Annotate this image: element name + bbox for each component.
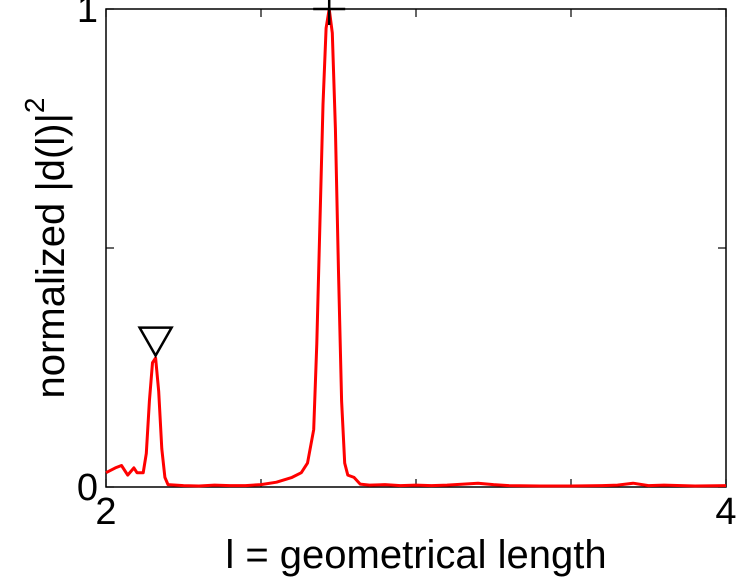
ticks-layer <box>105 8 727 488</box>
y-axis-label: normalized |d(l)|2 <box>19 98 73 399</box>
y-tick-label: 1 <box>77 0 98 31</box>
markers-layer <box>137 0 346 359</box>
y-tick-label: 0 <box>77 467 98 509</box>
x-axis-label: l = geometrical length <box>225 533 606 577</box>
series-layer <box>105 7 727 488</box>
plot-area-frame <box>105 8 727 488</box>
x-tick-label: 4 <box>715 491 736 533</box>
x-tick-label: 2 <box>95 491 116 533</box>
triangle-down-marker <box>137 326 174 359</box>
y-axis-label-text: normalized |d(l)| <box>29 113 73 398</box>
y-axis-label-exponent: 2 <box>19 98 50 114</box>
tick-labels-layer: 2 4 0 1 <box>77 0 737 533</box>
plus-marker <box>313 0 346 25</box>
y-axis-label-group: normalized |d(l)|2 <box>19 98 73 399</box>
series-line <box>105 7 727 488</box>
